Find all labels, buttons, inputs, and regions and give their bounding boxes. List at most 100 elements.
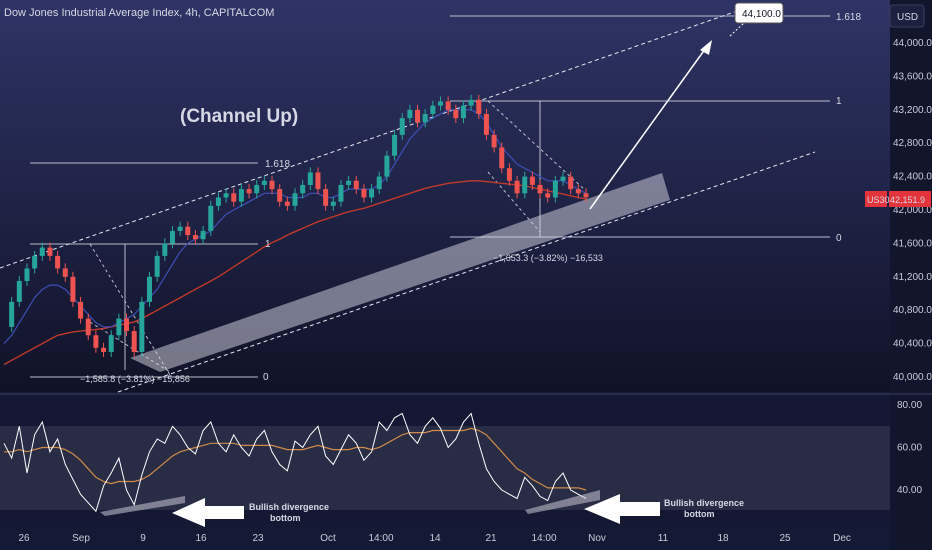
axes: 44,000.0 43,600.0 43,200.0 42,800.0 42,400.0… bbox=[18, 38, 932, 544]
candle-body bbox=[438, 101, 443, 106]
support-band bbox=[130, 173, 670, 372]
candle-body bbox=[269, 180, 275, 190]
fib-1618-left-label: 1.618 bbox=[265, 159, 290, 170]
price-tick-label: 40,800.0 bbox=[893, 305, 932, 316]
candle-body bbox=[101, 347, 107, 352]
time-tick-label: Nov bbox=[588, 533, 606, 544]
candle-body bbox=[415, 109, 421, 123]
rsi-tick-label: 80.00 bbox=[897, 400, 922, 411]
candles bbox=[9, 94, 589, 357]
candle-body bbox=[300, 184, 306, 194]
candle-body bbox=[277, 189, 283, 202]
candle-body bbox=[292, 193, 298, 206]
candle-body bbox=[575, 189, 581, 194]
price-tick-label: 40,000.0 bbox=[893, 372, 932, 383]
candle-body bbox=[223, 193, 229, 198]
rsi-pane-bg bbox=[0, 396, 890, 524]
price-tick-label: 42,000.0 bbox=[893, 205, 932, 216]
time-tick-label: 14:00 bbox=[531, 533, 556, 544]
price-tick-label: 44,000.0 bbox=[893, 38, 932, 49]
price-tick-label: 42,800.0 bbox=[893, 138, 932, 149]
time-tick-label: 11 bbox=[658, 533, 669, 544]
candle-body bbox=[392, 134, 398, 156]
chart-title: Dow Jones Industrial Average Index, 4h, … bbox=[4, 7, 274, 19]
candle-body bbox=[16, 280, 22, 302]
time-tick-label: 14 bbox=[429, 533, 441, 544]
price-tick-label: 43,200.0 bbox=[893, 105, 932, 116]
divergence-right-line2: bottom bbox=[684, 509, 715, 519]
candle-body bbox=[468, 99, 474, 106]
candle-body bbox=[384, 155, 390, 177]
candle-body bbox=[200, 230, 206, 240]
rsi-div-band-left bbox=[100, 496, 185, 516]
target-arrow-line bbox=[589, 44, 709, 210]
currency-button-label[interactable]: USD bbox=[897, 12, 918, 23]
rsi-tick-label: 40.00 bbox=[897, 485, 922, 496]
candle-body bbox=[499, 147, 505, 169]
price-axis-bg bbox=[890, 0, 932, 550]
candle-body bbox=[376, 176, 382, 190]
candle-body bbox=[491, 134, 497, 148]
time-tick-label: 25 bbox=[779, 533, 791, 544]
candle-body bbox=[231, 193, 237, 202]
candle-body bbox=[154, 255, 160, 277]
candle-body bbox=[147, 276, 152, 302]
fib-1-left-label: 1 bbox=[265, 239, 271, 250]
candle-body bbox=[568, 176, 574, 190]
candle-body bbox=[537, 184, 543, 194]
rsi-indicator bbox=[3, 412, 660, 527]
divergence-arrow-left bbox=[172, 498, 244, 527]
candle-body bbox=[284, 201, 290, 206]
candle-body bbox=[9, 301, 15, 327]
time-tick-label: 26 bbox=[18, 533, 30, 544]
target-pointer bbox=[729, 21, 746, 37]
rsi-ma-line bbox=[4, 427, 587, 491]
candle-body bbox=[254, 184, 260, 194]
candle-body bbox=[139, 301, 145, 352]
candle-body bbox=[445, 101, 451, 110]
symbol-tag-label: US30 bbox=[867, 195, 890, 205]
candle-body bbox=[522, 176, 528, 194]
divergence-left-line1: Bullish divergence bbox=[249, 502, 329, 512]
candle-body bbox=[131, 331, 137, 352]
time-tick-label: 18 bbox=[717, 533, 729, 544]
rsi-div-band-right bbox=[525, 490, 600, 514]
divergence-right-line1: Bullish divergence bbox=[664, 498, 744, 508]
divergence-arrow-right bbox=[584, 494, 660, 524]
candle-body bbox=[47, 247, 53, 256]
time-tick-label: 14:00 bbox=[368, 533, 393, 544]
symbol-tag bbox=[865, 191, 887, 207]
candle-body bbox=[483, 113, 489, 135]
price-tag-label: 42,151.9 bbox=[890, 195, 925, 205]
candle-body bbox=[162, 243, 168, 256]
candle-body bbox=[208, 205, 214, 231]
candle-body bbox=[361, 189, 367, 198]
rsi-tick-label: 60.00 bbox=[897, 443, 922, 454]
candle-body bbox=[346, 180, 352, 185]
candle-body bbox=[70, 276, 76, 302]
candle-body bbox=[529, 176, 535, 185]
candle-body bbox=[177, 226, 183, 231]
candle-body bbox=[583, 193, 589, 198]
candle-body bbox=[85, 318, 91, 336]
channel-upper-line bbox=[0, 2, 761, 269]
candle-body bbox=[476, 99, 482, 114]
channel-lower-line bbox=[117, 151, 816, 393]
candle-body bbox=[353, 180, 359, 190]
measure-right-diag1 bbox=[487, 100, 586, 191]
currency-button[interactable] bbox=[889, 4, 925, 28]
candle-body bbox=[430, 105, 436, 114]
candle-body bbox=[407, 109, 413, 119]
measure-right-label: −1,653.3 (−3.82%) −16,533 bbox=[493, 253, 603, 263]
candle-body bbox=[215, 197, 221, 206]
candle-body bbox=[192, 235, 198, 240]
candle-body bbox=[108, 335, 114, 352]
candle-body bbox=[552, 180, 558, 198]
candle-body bbox=[246, 189, 252, 194]
time-tick-label: Oct bbox=[320, 533, 336, 544]
time-tick-label: 16 bbox=[195, 533, 207, 544]
price-tick-label: 43,600.0 bbox=[893, 71, 932, 82]
fib-1-right-label: 1 bbox=[836, 96, 842, 107]
